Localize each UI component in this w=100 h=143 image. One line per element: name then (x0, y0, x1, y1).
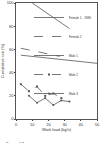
svg-text:Male 2: Male 2 (69, 73, 78, 77)
svg-text:30: 30 (62, 122, 67, 127)
svg-text:40: 40 (79, 122, 84, 127)
svg-text:10: 10 (30, 122, 35, 127)
svg-text:Female 2: Female 2 (69, 35, 82, 39)
svg-text:40: 40 (9, 70, 14, 75)
svg-text:Figure 4.2: Figure 4.2 (6, 141, 25, 143)
svg-text:60: 60 (9, 47, 14, 52)
svg-text:80: 80 (9, 24, 14, 29)
svg-text:20: 20 (46, 122, 51, 127)
svg-text:0: 0 (15, 122, 18, 127)
svg-text:20: 20 (9, 93, 14, 98)
svg-text:0: 0 (11, 116, 14, 121)
svg-text:Male 1: Male 1 (69, 54, 78, 58)
svg-text:50: 50 (95, 122, 100, 127)
svg-text:Work load (kg/s): Work load (kg/s) (42, 127, 72, 132)
svg-text:Cumulative risk (%): Cumulative risk (%) (0, 43, 5, 78)
svg-text:100: 100 (7, 0, 14, 5)
svg-text:Male 3: Male 3 (69, 92, 78, 96)
svg-text:Female 1 - 1986: Female 1 - 1986 (69, 16, 91, 20)
